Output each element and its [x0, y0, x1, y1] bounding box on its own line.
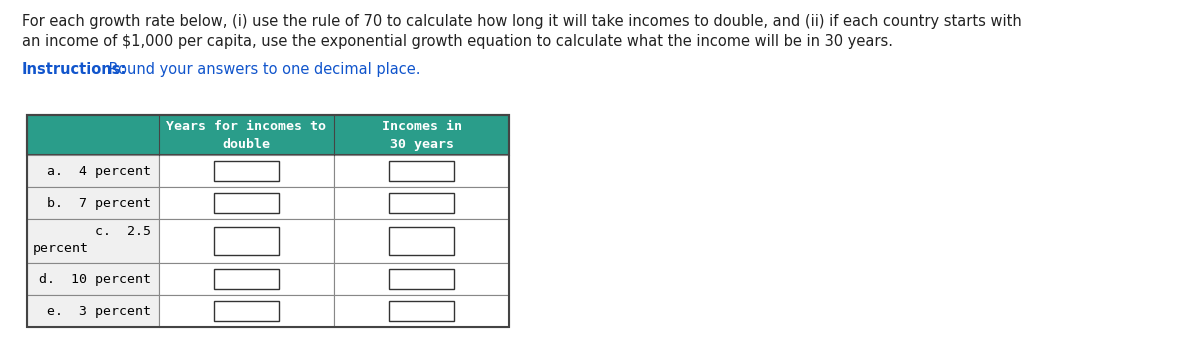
- Bar: [28, 187, 158, 219]
- Bar: [389, 301, 454, 321]
- Bar: [214, 161, 278, 181]
- Bar: [389, 193, 454, 213]
- Text: a.  4 percent: a. 4 percent: [47, 164, 151, 178]
- Bar: [334, 263, 509, 295]
- Bar: [158, 155, 334, 187]
- Bar: [389, 227, 454, 255]
- Bar: [158, 295, 334, 327]
- Text: For each growth rate below, (i) use the rule of 70 to calculate how long it will: For each growth rate below, (i) use the …: [22, 14, 1021, 29]
- Bar: [214, 301, 278, 321]
- Text: d.  10 percent: d. 10 percent: [38, 272, 151, 286]
- Bar: [389, 161, 454, 181]
- Bar: [214, 269, 278, 289]
- Bar: [214, 193, 278, 213]
- Bar: [28, 155, 158, 187]
- Bar: [158, 187, 334, 219]
- Text: c.  2.5: c. 2.5: [95, 225, 151, 238]
- Bar: [28, 219, 158, 263]
- Text: Round your answers to one decimal place.: Round your answers to one decimal place.: [104, 62, 420, 77]
- Bar: [158, 219, 334, 263]
- Bar: [334, 155, 509, 187]
- Text: Years for incomes to
double: Years for incomes to double: [167, 119, 326, 151]
- Bar: [334, 295, 509, 327]
- Text: e.  3 percent: e. 3 percent: [47, 305, 151, 318]
- Text: percent: percent: [34, 243, 89, 255]
- Text: Incomes in
30 years: Incomes in 30 years: [382, 119, 462, 151]
- Bar: [158, 263, 334, 295]
- Bar: [28, 263, 158, 295]
- Text: b.  7 percent: b. 7 percent: [47, 196, 151, 210]
- Bar: [214, 227, 278, 255]
- Bar: [28, 115, 509, 327]
- Bar: [334, 187, 509, 219]
- Bar: [28, 115, 509, 155]
- Text: Instructions:: Instructions:: [22, 62, 127, 77]
- Bar: [334, 219, 509, 263]
- Bar: [28, 295, 158, 327]
- Text: an income of $1,000 per capita, use the exponential growth equation to calculate: an income of $1,000 per capita, use the …: [22, 34, 893, 49]
- Bar: [389, 269, 454, 289]
